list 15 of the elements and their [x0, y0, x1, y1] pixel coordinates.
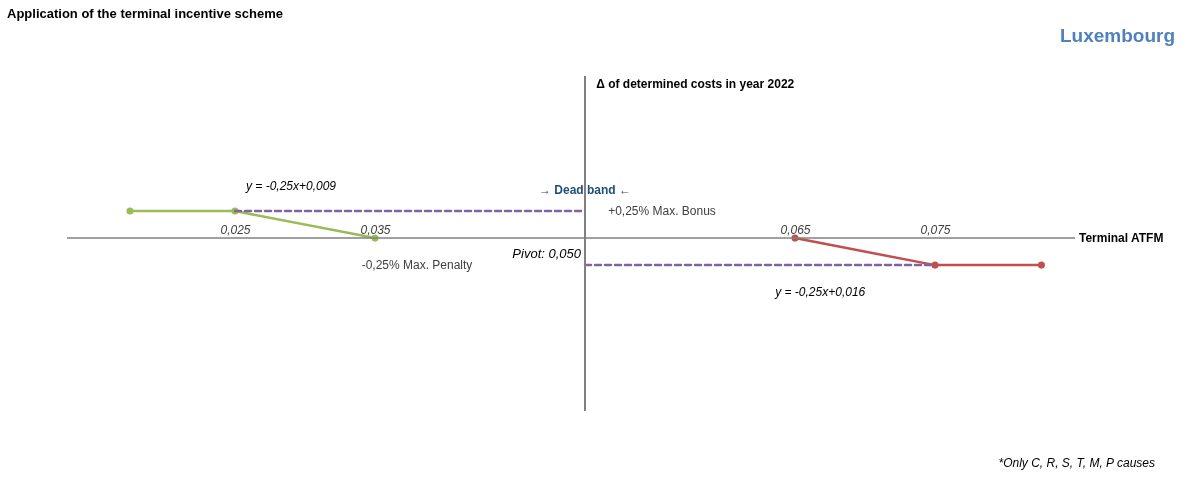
x-tick-label: 0,075 — [920, 222, 951, 237]
x-tick-label: 0,025 — [220, 222, 251, 237]
text: y = -0,25x+0,009 — [244, 179, 337, 194]
chart-title: Application of the terminal incentive scheme — [7, 6, 283, 21]
ref-line-label: Pivot: 0,050 — [512, 246, 582, 262]
text: *Only C, R, S, T, M, P causes — [998, 456, 1155, 470]
text: → Dead band ← — [538, 183, 632, 198]
text: Δ of determined costs in year 2022 — [596, 77, 795, 91]
x-axis-title: Terminal ATFM — [1079, 231, 1164, 246]
text: y = -0,25x+0,016 — [774, 285, 866, 300]
x-tick-label: 0,035 — [360, 222, 391, 237]
annotation: -0,25% Max. Penalty — [361, 258, 473, 273]
annotation: +0,25% Max. Bonus — [608, 204, 716, 219]
text: Luxembourg — [1059, 25, 1175, 46]
x-tick-label: 0,065 — [780, 222, 811, 237]
